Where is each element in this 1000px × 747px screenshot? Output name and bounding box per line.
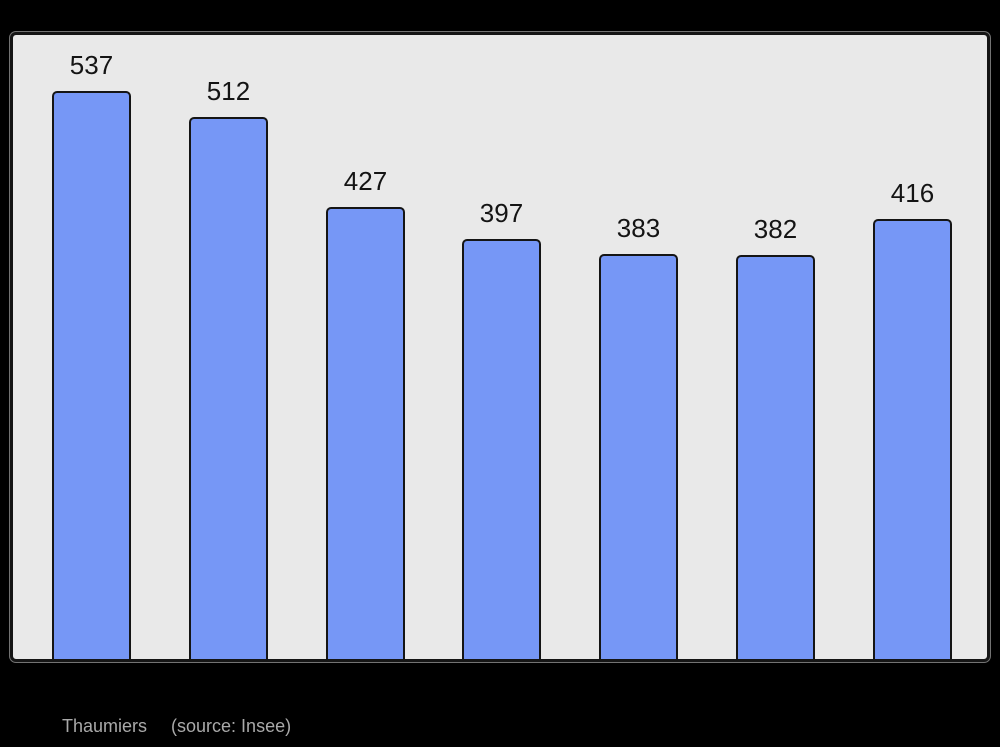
caption-commune-name: Thaumiers <box>62 716 148 736</box>
bar <box>326 207 405 659</box>
chart-plot-area: 537 512 427 397 383 382 416 <box>13 35 987 659</box>
chart-caption: Thaumiers (source: Insee) <box>62 716 291 738</box>
bar-value-label: 537 <box>69 50 114 80</box>
bar-value-label: 416 <box>890 178 935 208</box>
bar <box>599 254 678 659</box>
bar-value-label: 512 <box>206 76 251 106</box>
bar-value-label: 383 <box>616 213 661 243</box>
population-bar-chart: 537 512 427 397 383 382 416 <box>10 32 990 662</box>
bar-value-label: 382 <box>753 214 798 244</box>
bar-value-label: 427 <box>343 166 388 196</box>
bar <box>873 219 952 659</box>
bar <box>462 239 541 659</box>
bar <box>52 91 131 659</box>
bar <box>189 117 268 659</box>
bar-value-label: 397 <box>479 198 524 228</box>
bar <box>736 255 815 659</box>
caption-source-note: (source: Insee) <box>171 716 292 736</box>
